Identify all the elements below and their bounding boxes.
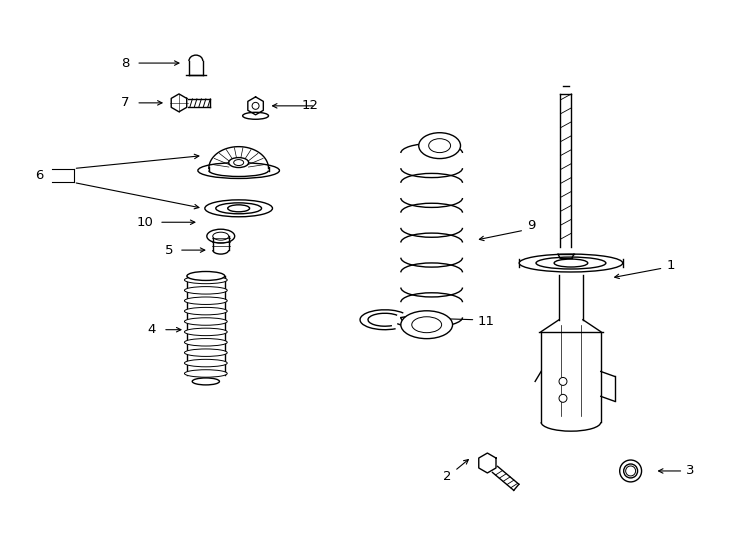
Ellipse shape: [207, 229, 235, 243]
Text: 12: 12: [301, 99, 319, 112]
Ellipse shape: [519, 254, 622, 272]
Ellipse shape: [554, 259, 588, 267]
Ellipse shape: [184, 287, 228, 294]
Ellipse shape: [184, 328, 228, 336]
Ellipse shape: [229, 158, 249, 167]
Ellipse shape: [213, 232, 229, 240]
Ellipse shape: [184, 339, 228, 346]
Ellipse shape: [233, 160, 244, 166]
Ellipse shape: [412, 317, 442, 333]
Text: 11: 11: [477, 315, 495, 328]
Ellipse shape: [619, 460, 642, 482]
Ellipse shape: [184, 349, 228, 356]
Ellipse shape: [401, 311, 453, 339]
Ellipse shape: [184, 307, 228, 315]
Ellipse shape: [184, 359, 228, 367]
Text: 6: 6: [35, 169, 43, 182]
Ellipse shape: [198, 163, 280, 179]
Ellipse shape: [624, 464, 638, 478]
Text: 7: 7: [120, 96, 129, 110]
Polygon shape: [171, 94, 186, 112]
Text: 9: 9: [527, 219, 536, 232]
Circle shape: [559, 377, 567, 386]
Circle shape: [625, 466, 636, 476]
Text: 10: 10: [137, 216, 153, 229]
Ellipse shape: [192, 378, 219, 385]
Polygon shape: [248, 97, 264, 115]
Text: 2: 2: [443, 470, 451, 483]
Ellipse shape: [429, 139, 451, 153]
Ellipse shape: [243, 112, 269, 119]
Circle shape: [559, 394, 567, 402]
Ellipse shape: [184, 276, 228, 284]
Ellipse shape: [184, 297, 228, 305]
Ellipse shape: [216, 203, 261, 214]
Text: 8: 8: [121, 57, 129, 70]
Text: 1: 1: [666, 259, 675, 272]
Ellipse shape: [536, 257, 606, 269]
Ellipse shape: [184, 370, 228, 377]
Text: 4: 4: [148, 323, 156, 336]
Ellipse shape: [228, 205, 250, 212]
Ellipse shape: [184, 318, 228, 325]
Text: 3: 3: [686, 464, 695, 477]
Circle shape: [252, 103, 259, 109]
Text: 5: 5: [164, 244, 173, 256]
Ellipse shape: [187, 272, 225, 280]
Polygon shape: [479, 453, 496, 473]
Ellipse shape: [205, 200, 272, 217]
Ellipse shape: [418, 133, 460, 159]
